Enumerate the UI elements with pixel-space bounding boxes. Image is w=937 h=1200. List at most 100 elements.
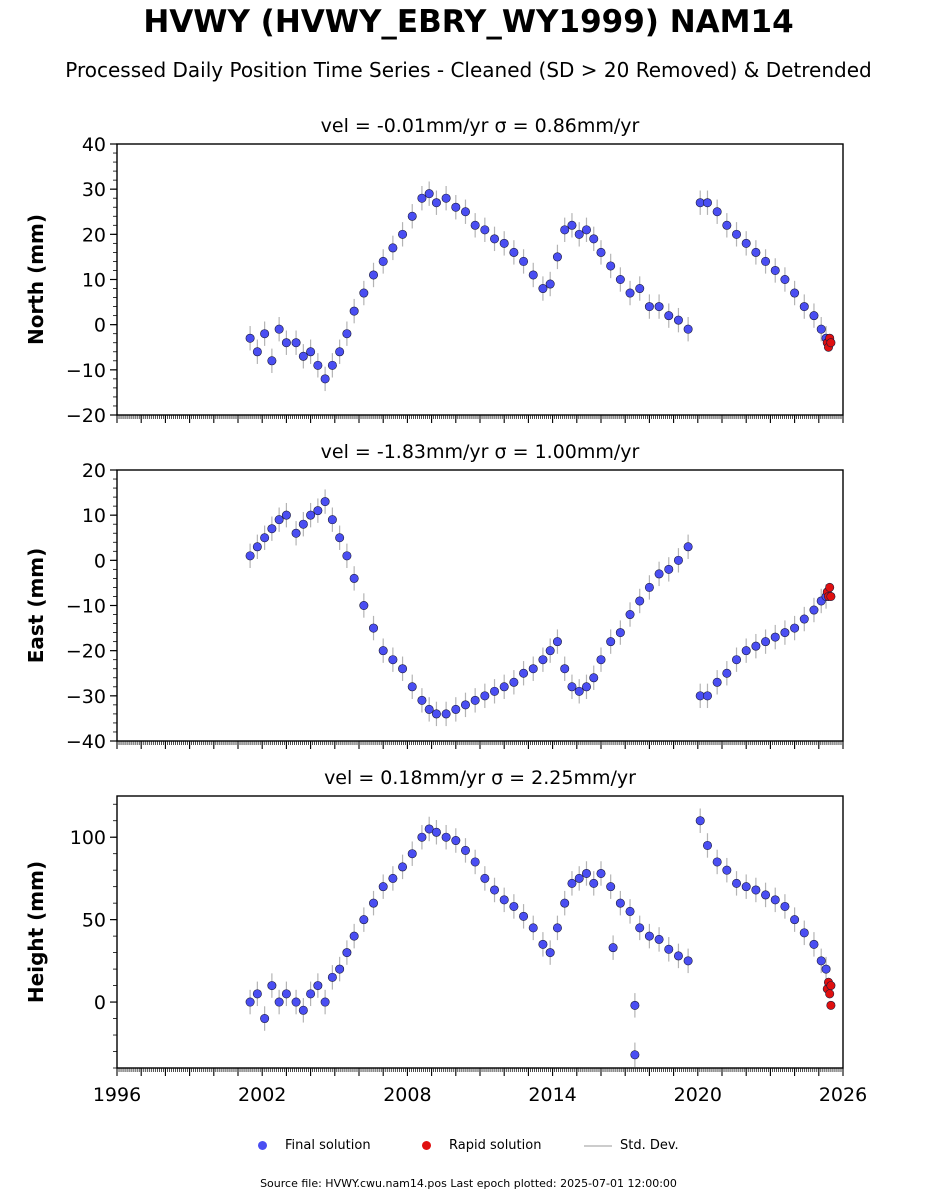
final-point — [378, 882, 388, 892]
final-point — [683, 542, 693, 552]
final-point — [431, 827, 441, 837]
final-point — [732, 878, 742, 888]
y-tick-label: 10 — [82, 505, 106, 527]
x-tick-label: 2020 — [674, 1084, 722, 1106]
final-point — [809, 939, 819, 949]
final-point — [574, 686, 584, 696]
final-point — [291, 997, 301, 1007]
final-point — [615, 628, 625, 638]
final-point — [327, 360, 337, 370]
y-axis-label: North (mm) — [24, 214, 48, 345]
final-point — [327, 972, 337, 982]
final-point — [349, 573, 359, 583]
final-point — [298, 1005, 308, 1015]
final-point — [480, 225, 490, 235]
final-point — [335, 964, 345, 974]
y-tick-label: −30 — [66, 686, 106, 708]
panel-title: vel = 0.18mm/yr σ = 2.25mm/yr — [324, 767, 636, 789]
panel-title: vel = -1.83mm/yr σ = 1.00mm/yr — [321, 441, 640, 463]
final-point — [388, 243, 398, 253]
source-note: Source file: HVWY.cwu.nam14.pos Last epo… — [260, 1177, 677, 1190]
rapid-point — [826, 1000, 836, 1010]
final-point — [722, 668, 732, 678]
final-point — [545, 646, 555, 656]
x-tick-label: 2002 — [238, 1084, 286, 1106]
final-point — [298, 351, 308, 361]
final-point — [816, 324, 826, 334]
legend-rapid-label: Rapid solution — [449, 1138, 542, 1153]
final-point — [398, 664, 408, 674]
final-point — [545, 948, 555, 958]
final-point — [821, 964, 831, 974]
final-point — [780, 901, 790, 911]
final-point — [451, 202, 461, 212]
final-point — [790, 623, 800, 633]
final-point — [480, 691, 490, 701]
final-point — [664, 564, 674, 574]
final-point — [596, 247, 606, 257]
final-point — [509, 247, 519, 257]
final-point — [313, 981, 323, 991]
legend-final: Final solution — [258, 1138, 371, 1153]
final-point — [816, 956, 826, 966]
y-tick-label: 30 — [82, 179, 106, 201]
rapid-point — [825, 989, 835, 999]
final-point — [424, 189, 434, 199]
y-tick-label: 0 — [94, 992, 106, 1014]
final-point — [625, 288, 635, 298]
final-point — [761, 637, 771, 647]
final-point — [635, 284, 645, 294]
final-point — [809, 311, 819, 321]
rapid-point — [826, 591, 836, 601]
x-tick-label: 2026 — [819, 1084, 867, 1106]
final-point — [673, 951, 683, 961]
final-point — [291, 528, 301, 538]
final-point — [407, 682, 417, 692]
final-point — [790, 915, 800, 925]
final-point — [780, 628, 790, 638]
final-point — [509, 677, 519, 687]
legend-stddev: Std. Dev. — [584, 1138, 679, 1153]
final-point — [770, 265, 780, 275]
y-tick-label: −10 — [66, 596, 106, 618]
y-tick-label: 100 — [70, 827, 106, 849]
final-point — [260, 329, 270, 339]
final-point — [654, 302, 664, 312]
y-tick-label: 20 — [82, 224, 106, 246]
final-point — [560, 225, 570, 235]
final-point — [751, 885, 761, 895]
final-point — [528, 923, 538, 933]
final-point — [606, 637, 616, 647]
final-point — [630, 1050, 640, 1060]
y-tick-label: −20 — [66, 641, 106, 663]
y-tick-label: −40 — [66, 731, 106, 753]
final-point — [431, 709, 441, 719]
final-point — [596, 868, 606, 878]
y-tick-label: −20 — [66, 405, 106, 427]
final-point — [378, 646, 388, 656]
final-point — [260, 1014, 270, 1024]
y-tick-label: 10 — [82, 270, 106, 292]
final-point — [327, 515, 337, 525]
final-point — [431, 198, 441, 208]
final-point — [342, 329, 352, 339]
final-point — [545, 279, 555, 289]
rapid-point — [825, 582, 835, 592]
final-point — [732, 655, 742, 665]
final-point — [359, 915, 369, 925]
final-point — [644, 931, 654, 941]
final-point — [407, 849, 417, 859]
final-point — [398, 862, 408, 872]
final-point — [260, 533, 270, 543]
final-point — [635, 596, 645, 606]
final-point — [470, 220, 480, 230]
final-point — [673, 315, 683, 325]
final-point — [528, 664, 538, 674]
final-point — [281, 989, 291, 999]
final-point — [369, 898, 379, 908]
final-point — [519, 911, 529, 921]
final-point — [291, 338, 301, 348]
final-point — [538, 655, 548, 665]
y-tick-label: 50 — [82, 910, 106, 932]
final-point — [581, 868, 591, 878]
